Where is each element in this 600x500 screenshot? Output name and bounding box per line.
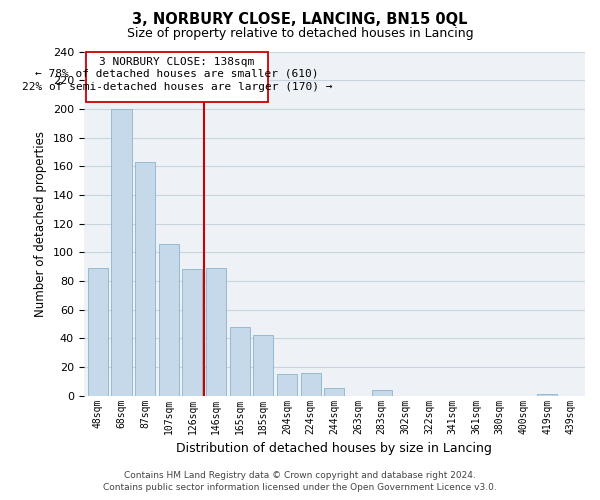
- Bar: [277, 374, 297, 396]
- Text: 3 NORBURY CLOSE: 138sqm: 3 NORBURY CLOSE: 138sqm: [100, 57, 254, 67]
- Bar: [301, 372, 321, 396]
- Y-axis label: Number of detached properties: Number of detached properties: [34, 130, 47, 316]
- Text: Contains HM Land Registry data © Crown copyright and database right 2024.
Contai: Contains HM Land Registry data © Crown c…: [103, 471, 497, 492]
- Bar: [135, 162, 155, 396]
- Bar: [253, 336, 274, 396]
- Text: Size of property relative to detached houses in Lancing: Size of property relative to detached ho…: [127, 28, 473, 40]
- Bar: [230, 327, 250, 396]
- Bar: [159, 244, 179, 396]
- X-axis label: Distribution of detached houses by size in Lancing: Distribution of detached houses by size …: [176, 442, 492, 455]
- Bar: [371, 390, 392, 396]
- Bar: [537, 394, 557, 396]
- Bar: [324, 388, 344, 396]
- Text: 3, NORBURY CLOSE, LANCING, BN15 0QL: 3, NORBURY CLOSE, LANCING, BN15 0QL: [132, 12, 468, 28]
- Text: 22% of semi-detached houses are larger (170) →: 22% of semi-detached houses are larger (…: [22, 82, 332, 92]
- Bar: [88, 268, 108, 396]
- Bar: [206, 268, 226, 396]
- Bar: [182, 270, 202, 396]
- Text: ← 78% of detached houses are smaller (610): ← 78% of detached houses are smaller (61…: [35, 68, 319, 78]
- FancyBboxPatch shape: [86, 52, 268, 102]
- Bar: [112, 109, 131, 396]
